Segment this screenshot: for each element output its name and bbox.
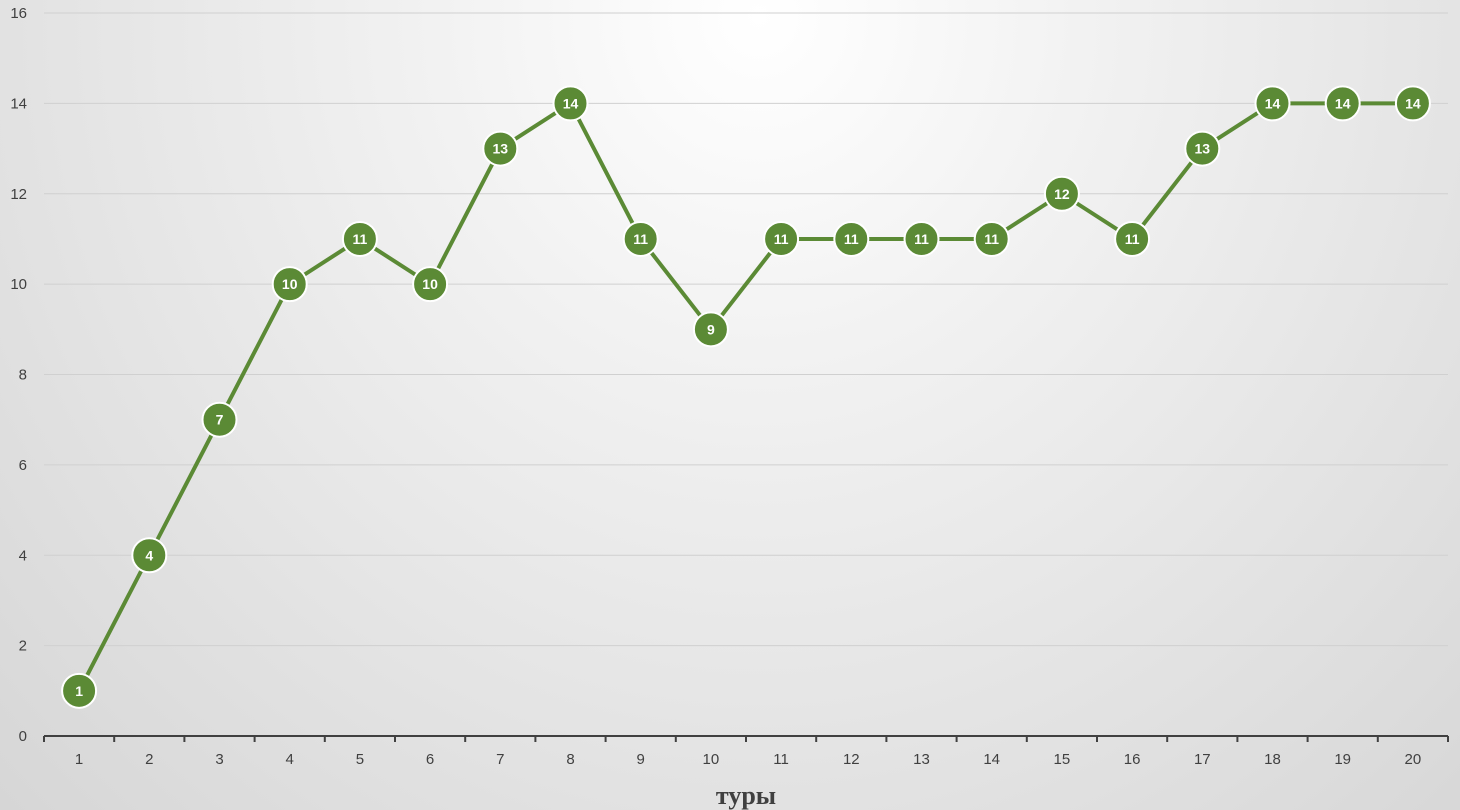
data-point xyxy=(973,220,1010,257)
x-tick-label: 19 xyxy=(1334,751,1351,768)
data-point xyxy=(763,220,800,257)
x-tick-label: 15 xyxy=(1054,751,1071,768)
data-point xyxy=(1324,85,1361,122)
x-tick-label: 12 xyxy=(843,751,860,768)
data-point xyxy=(412,266,449,303)
y-axis-ticks: 0 2 4 6 8 10 12 14 16 xyxy=(10,5,27,745)
data-point xyxy=(1184,130,1221,167)
data-label: 11 xyxy=(352,231,367,247)
y-tick-label: 4 xyxy=(19,547,27,564)
x-tick-label: 20 xyxy=(1405,751,1422,768)
y-tick-label: 10 xyxy=(10,276,27,293)
data-point xyxy=(271,266,308,303)
data-point xyxy=(1254,85,1291,122)
y-tick-label: 14 xyxy=(10,95,27,112)
data-point xyxy=(341,220,378,257)
x-tick-label: 11 xyxy=(773,751,789,768)
data-label: 11 xyxy=(774,231,789,247)
data-point xyxy=(1043,175,1080,212)
data-point xyxy=(833,220,870,257)
data-label: 13 xyxy=(493,141,509,157)
y-tick-label: 6 xyxy=(19,457,27,474)
data-point xyxy=(482,130,519,167)
x-tick-label: 5 xyxy=(356,751,364,768)
y-tick-label: 0 xyxy=(19,728,27,745)
data-label: 10 xyxy=(282,276,298,292)
data-point xyxy=(61,672,98,709)
data-label: 1 xyxy=(75,683,83,699)
x-tick-label: 13 xyxy=(913,751,930,768)
x-axis xyxy=(43,735,1449,742)
data-point xyxy=(622,220,659,257)
x-tick-label: 18 xyxy=(1264,751,1281,768)
x-tick-label: 4 xyxy=(286,751,294,768)
data-label: 14 xyxy=(1335,95,1351,111)
data-point xyxy=(201,401,238,438)
data-label: 9 xyxy=(707,321,715,337)
x-axis-title: туры xyxy=(716,781,776,810)
x-tick-label: 2 xyxy=(145,751,153,768)
data-label: 11 xyxy=(984,231,999,247)
data-label: 11 xyxy=(844,231,859,247)
data-label: 14 xyxy=(1265,95,1281,111)
x-tick-label: 14 xyxy=(983,751,1000,768)
data-label: 14 xyxy=(563,95,579,111)
x-tick-label: 9 xyxy=(637,751,645,768)
data-label: 4 xyxy=(145,547,153,563)
y-tick-label: 12 xyxy=(10,186,27,203)
gridlines xyxy=(44,12,1448,647)
data-point xyxy=(1394,85,1431,122)
data-label: 7 xyxy=(216,412,224,428)
x-tick-label: 8 xyxy=(566,751,574,768)
data-point xyxy=(903,220,940,257)
data-label: 11 xyxy=(1125,231,1140,247)
x-tick-label: 1 xyxy=(75,751,83,768)
data-label: 11 xyxy=(633,231,648,247)
data-label: 12 xyxy=(1054,186,1070,202)
y-tick-label: 16 xyxy=(10,5,27,22)
data-point xyxy=(692,311,729,348)
data-point xyxy=(1114,220,1151,257)
data-label: 14 xyxy=(1405,95,1421,111)
x-axis-ticks: 1 2 3 4 5 6 7 8 9 10 11 12 13 14 15 16 17 18 19 20 xyxy=(75,751,1421,768)
data-point xyxy=(552,85,589,122)
x-tick-label: 3 xyxy=(215,751,223,768)
data-label: 11 xyxy=(914,231,929,247)
x-tick-label: 7 xyxy=(496,751,504,768)
series-line xyxy=(77,101,1413,692)
y-tick-label: 8 xyxy=(19,367,27,384)
data-label: 10 xyxy=(422,276,438,292)
x-tick-label: 17 xyxy=(1194,751,1211,768)
x-tick-label: 16 xyxy=(1124,751,1141,768)
x-tick-label: 6 xyxy=(426,751,434,768)
data-point xyxy=(131,537,168,574)
data-label: 13 xyxy=(1195,141,1211,157)
x-tick-label: 10 xyxy=(703,751,720,768)
y-tick-label: 2 xyxy=(19,638,27,655)
